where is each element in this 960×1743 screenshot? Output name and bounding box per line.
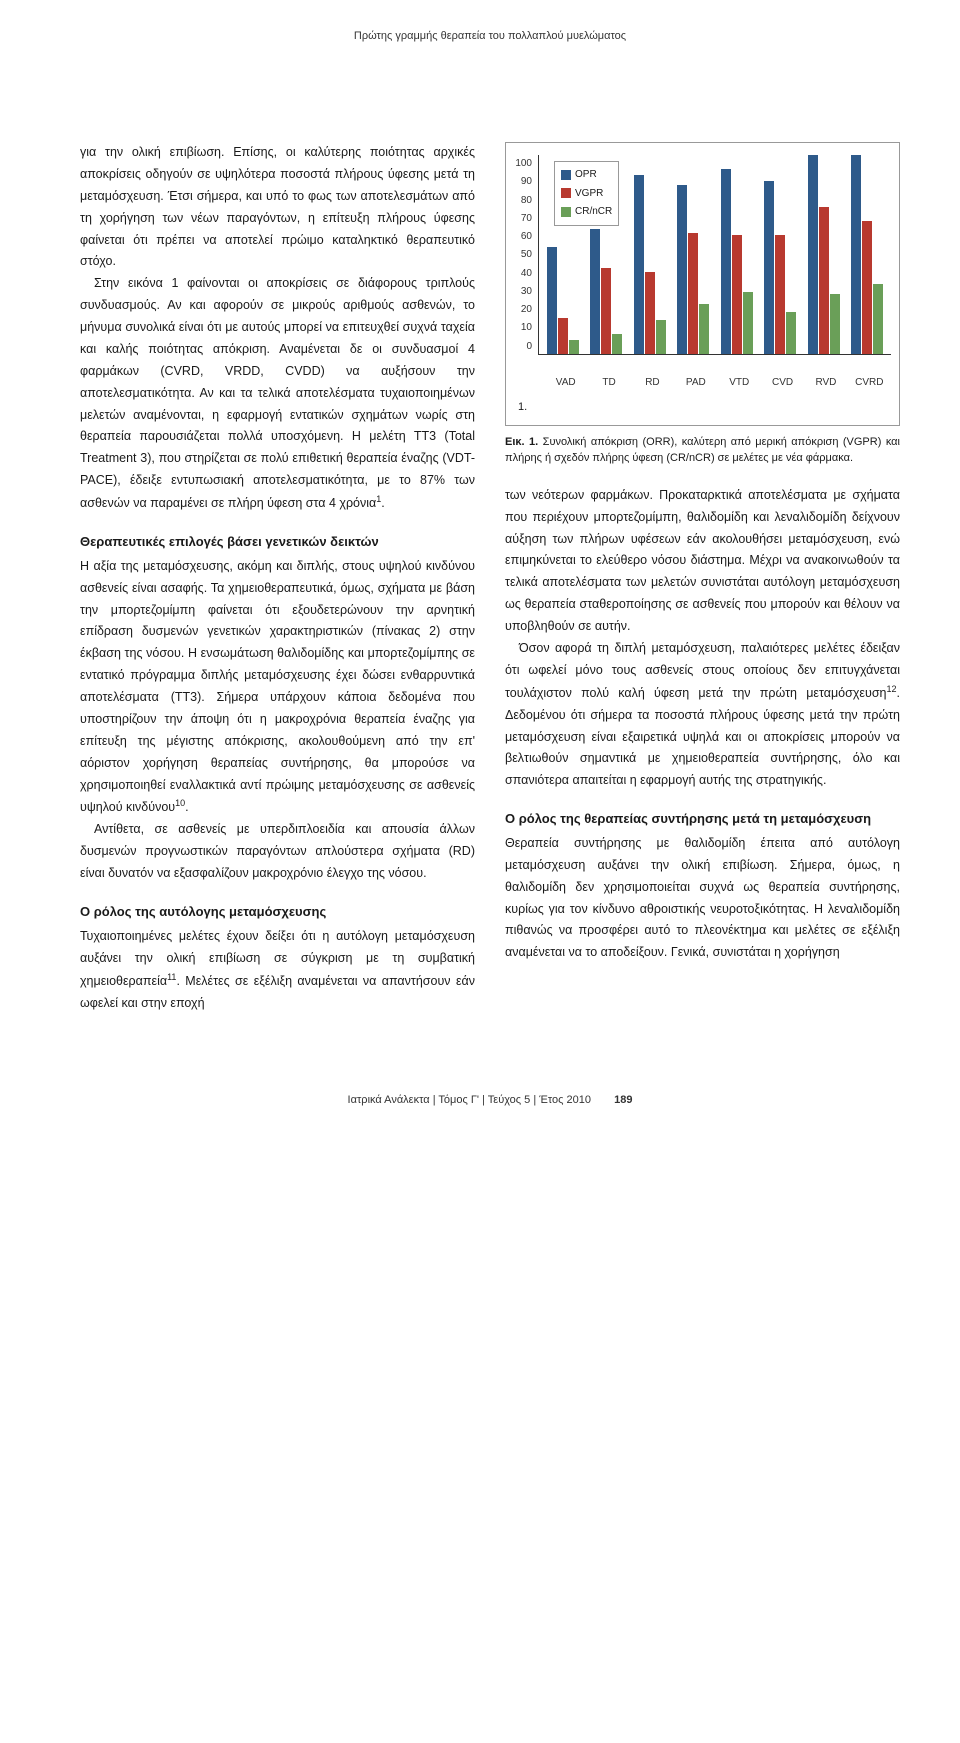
- bar: [612, 334, 622, 354]
- bar: [764, 181, 774, 354]
- x-axis-labels: VADTDRDPADVTDCVDRVDCVRD: [514, 374, 891, 392]
- citation-ref: 12: [887, 684, 897, 694]
- figure-number-inline: 1.: [518, 398, 891, 417]
- y-tick-label: 20: [514, 301, 532, 319]
- caption-label: Εικ. 1.: [505, 436, 538, 448]
- figure-caption: Εικ. 1. Συνολική απόκριση (ORR), καλύτερ…: [505, 434, 900, 467]
- body-text: .: [381, 496, 384, 510]
- x-tick-label: PAD: [674, 374, 717, 392]
- legend-label: VGPR: [575, 185, 603, 203]
- body-paragraph: Στην εικόνα 1 φαίνονται οι αποκρίσεις σε…: [80, 273, 475, 515]
- y-tick-label: 90: [514, 173, 532, 191]
- body-paragraph: για την ολική επιβίωση. Επίσης, οι καλύτ…: [80, 142, 475, 273]
- bar: [786, 312, 796, 354]
- legend-label: CR/nCR: [575, 203, 612, 221]
- bar: [645, 272, 655, 354]
- y-tick-label: 100: [514, 155, 532, 173]
- bar: [743, 292, 753, 354]
- body-paragraph: των νεότερων φαρμάκων. Προκαταρκτικά απο…: [505, 485, 900, 638]
- bar: [721, 169, 731, 354]
- x-tick-label: VTD: [718, 374, 761, 392]
- bar: [830, 294, 840, 354]
- bar: [808, 155, 818, 354]
- bar: [775, 235, 785, 354]
- legend-item: OPR: [561, 166, 612, 184]
- bar: [688, 233, 698, 354]
- bar: [851, 155, 861, 354]
- bar-group: [802, 155, 846, 354]
- section-heading: Θεραπευτικές επιλογές βάσει γενετικών δε…: [80, 531, 475, 554]
- legend-label: OPR: [575, 166, 597, 184]
- bar: [601, 268, 611, 354]
- body-paragraph: Αντίθετα, σε ασθενείς με υπερδιπλοειδία …: [80, 819, 475, 885]
- bar-group: [759, 155, 803, 354]
- running-header: Πρώτης γραμμής θεραπεία του πολλαπλού μυ…: [80, 30, 900, 42]
- page-number: 189: [614, 1094, 632, 1106]
- legend-swatch: [561, 188, 571, 198]
- bar: [819, 207, 829, 354]
- bar: [634, 175, 644, 354]
- body-paragraph: Θεραπεία συντήρησης με θαλιδομίδη έπειτα…: [505, 833, 900, 964]
- bar: [569, 340, 579, 354]
- y-tick-label: 30: [514, 283, 532, 301]
- bar: [862, 221, 872, 354]
- y-tick-label: 0: [514, 338, 532, 356]
- bar-group: [846, 155, 890, 354]
- bar: [590, 229, 600, 354]
- section-heading: Ο ρόλος της αυτόλογης μεταμόσχευσης: [80, 901, 475, 924]
- two-column-layout: για την ολική επιβίωση. Επίσης, οι καλύτ…: [80, 142, 900, 1014]
- bar-group: [628, 155, 672, 354]
- figure-1-chart: OPRVGPRCR/nCR 1009080706050403020100 VAD…: [505, 142, 900, 426]
- x-tick-label: TD: [587, 374, 630, 392]
- legend-swatch: [561, 170, 571, 180]
- x-tick-label: VAD: [544, 374, 587, 392]
- body-text: Η αξία της μεταμόσχευσης, ακόμη και διπλ…: [80, 559, 475, 815]
- x-tick-label: CVD: [761, 374, 804, 392]
- y-tick-label: 50: [514, 246, 532, 264]
- bar: [656, 320, 666, 354]
- legend-swatch: [561, 207, 571, 217]
- y-tick-label: 40: [514, 265, 532, 283]
- y-axis-labels: 1009080706050403020100: [514, 155, 538, 355]
- body-text: .: [185, 801, 188, 815]
- x-tick-label: CVRD: [848, 374, 891, 392]
- body-text: . Δεδομένου ότι σήμερα τα ποσοστά πλήρου…: [505, 686, 900, 788]
- bar: [699, 304, 709, 354]
- page-footer: Ιατρικά Ανάλεκτα | Τόμος Γ' | Τεύχος 5 |…: [80, 1094, 900, 1116]
- bar: [732, 235, 742, 354]
- footer-text: Ιατρικά Ανάλεκτα | Τόμος Γ' | Τεύχος 5 |…: [348, 1094, 591, 1106]
- bar: [547, 247, 557, 354]
- body-paragraph: Η αξία της μεταμόσχευσης, ακόμη και διπλ…: [80, 556, 475, 820]
- y-tick-label: 80: [514, 192, 532, 210]
- y-tick-label: 60: [514, 228, 532, 246]
- left-column: για την ολική επιβίωση. Επίσης, οι καλύτ…: [80, 142, 475, 1014]
- caption-text: Συνολική απόκριση (ORR), καλύτερη από με…: [505, 436, 900, 465]
- body-text: Στην εικόνα 1 φαίνονται οι αποκρίσεις σε…: [80, 276, 475, 510]
- chart-legend: OPRVGPRCR/nCR: [554, 161, 619, 226]
- x-tick-label: RVD: [804, 374, 847, 392]
- y-tick-label: 70: [514, 210, 532, 228]
- bar-group: [715, 155, 759, 354]
- bar-group: [672, 155, 716, 354]
- citation-ref: 10: [175, 798, 185, 808]
- body-text: Όσον αφορά τη διπλή μεταμόσχευση, παλαιό…: [505, 641, 900, 700]
- y-tick-label: 10: [514, 319, 532, 337]
- x-tick-label: RD: [631, 374, 674, 392]
- body-paragraph: Τυχαιοποιημένες μελέτες έχουν δείξει ότι…: [80, 926, 475, 1015]
- bar: [873, 284, 883, 354]
- legend-item: CR/nCR: [561, 203, 612, 221]
- body-paragraph: Όσον αφορά τη διπλή μεταμόσχευση, παλαιό…: [505, 638, 900, 792]
- legend-item: VGPR: [561, 185, 612, 203]
- section-heading: Ο ρόλος της θεραπείας συντήρησης μετά τη…: [505, 808, 900, 831]
- bar: [677, 185, 687, 354]
- bar: [558, 318, 568, 354]
- right-column: OPRVGPRCR/nCR 1009080706050403020100 VAD…: [505, 142, 900, 1014]
